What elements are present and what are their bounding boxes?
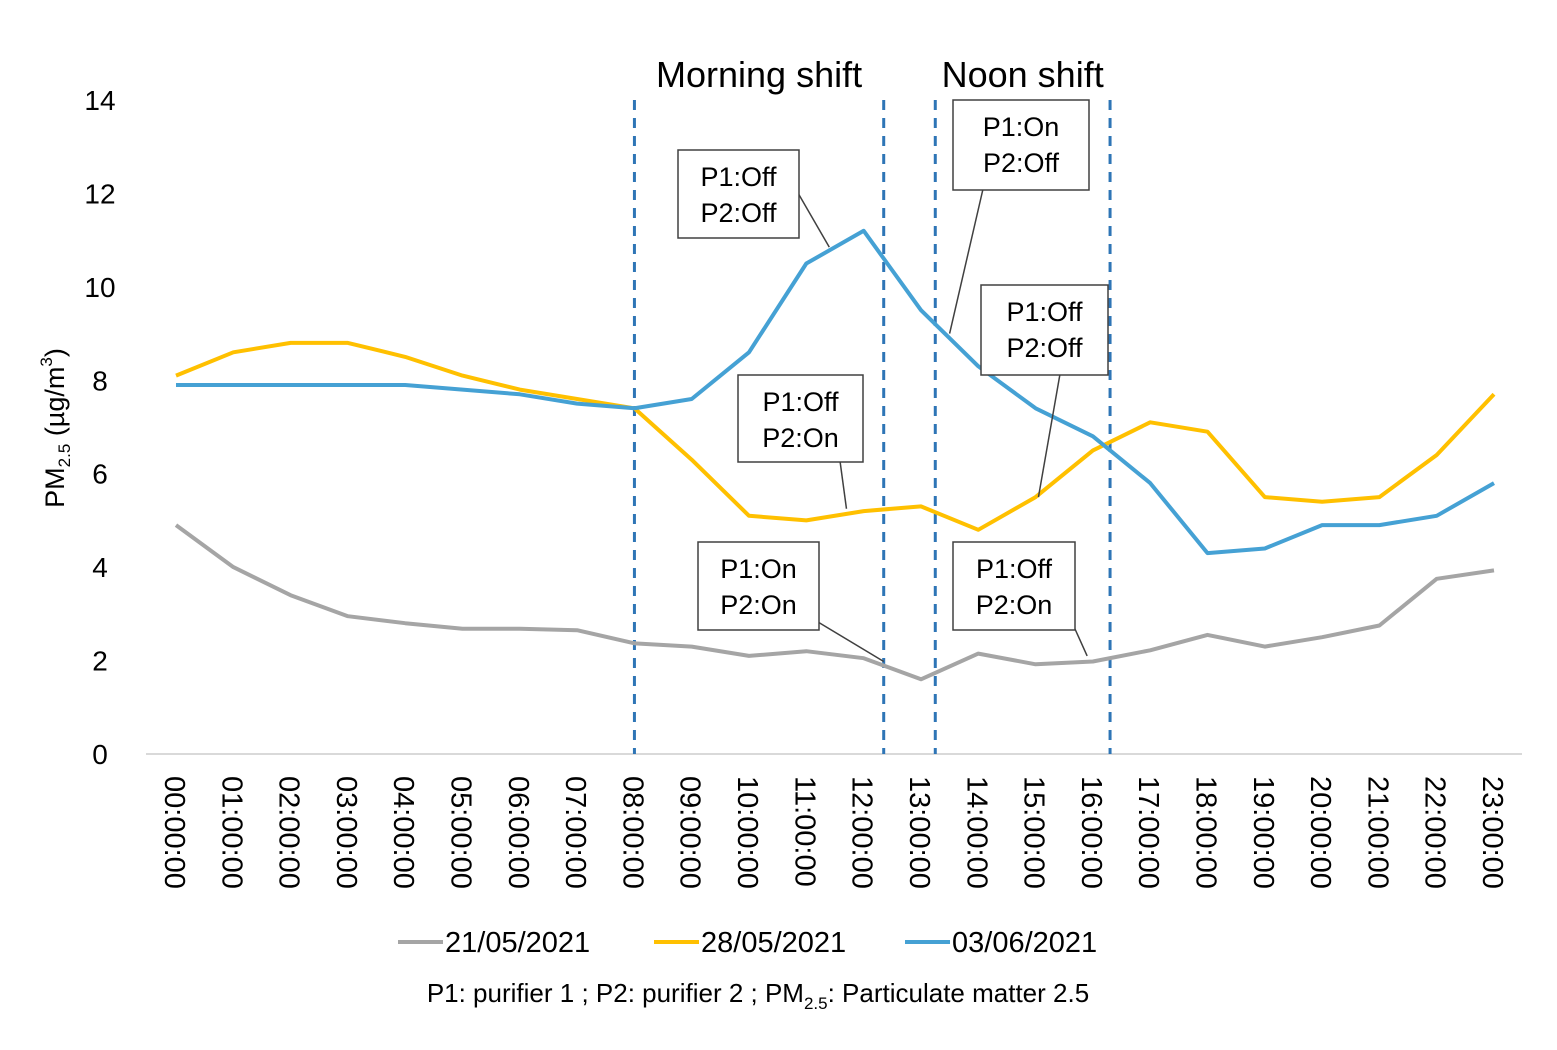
annotation-box [952,99,1090,191]
y-tick-label: 4 [92,552,108,583]
x-tick-label: 16:00:00 [1075,776,1107,889]
annotation-line1: P1:On [983,112,1060,142]
x-tick-label: 20:00:00 [1304,776,1336,889]
x-tick-label: 10:00:00 [731,776,763,889]
x-tick-label: 13:00:00 [903,776,935,889]
annotations: P1:Off P2:Off P1:On P2:Off P1:Off P2:Off P1:Of… [677,99,1109,663]
series-line [175,340,1496,532]
x-tick-label: 23:00:00 [1476,776,1508,889]
y-tick-labels: 0 2 4 6 8 10 12 14 [84,85,115,770]
series-line [174,523,1495,682]
x-tick-labels: 00:00:00 01:00:00 02:00:00 03:00:00 04:00:00… [158,776,1508,889]
footnote-part2: : Particulate matter 2.5 [828,978,1090,1008]
annotation-line1: P1:Off [700,162,777,192]
annotation-line2: P2:On [976,590,1053,620]
x-tick-label: 05:00:00 [445,776,477,889]
legend-label: 28/05/2021 [701,927,846,959]
y-axis-label-sup: 3 [37,357,56,366]
annotation-line1: P1:On [720,554,797,584]
x-tick-label: 19:00:00 [1247,776,1279,889]
y-axis-label-main: PM [40,467,70,508]
annotation-leader-line [797,192,830,248]
annotation-box [677,149,800,239]
legend-label: 03/06/2021 [952,927,1097,959]
x-tick-label: 21:00:00 [1361,776,1393,889]
legend: 21/05/2021 28/05/2021 03/06/2021 [398,927,1097,959]
annotation-leader-line [1037,373,1061,498]
annotation-line2: P2:On [720,590,797,620]
footnote: P1: purifier 1 ; P2: purifier 2 ; PM2.5:… [427,978,1089,1013]
x-tick-label: 01:00:00 [215,776,247,889]
annotation-leader-line [948,188,984,334]
x-tick-label: 12:00:00 [846,776,878,889]
series-line [176,228,1495,556]
y-tick-label: 14 [84,85,115,116]
footnote-part1: P1: purifier 1 ; P2: purifier 2 ; PM [427,978,804,1008]
shift-label: Noon shift [942,54,1104,95]
y-axis-label-close: ) [40,348,70,357]
annotation-line2: P2:Off [700,198,777,228]
footnote-sub: 2.5 [804,994,828,1013]
x-tick-label: 11:00:00 [788,776,820,887]
y-tick-label: 12 [84,178,115,209]
shift-markers: Morning shift Noon shift [632,54,1112,754]
annotation-box [952,541,1076,631]
y-tick-label: 10 [84,272,115,303]
y-axis-label-unit: (µg/m [40,367,70,444]
annotation-box [737,374,864,463]
x-tick-label: 22:00:00 [1419,776,1451,889]
annotation-leader-line [839,460,848,509]
annotation-line2: P2:Off [1006,333,1083,363]
x-tick-label: 02:00:00 [273,776,305,889]
shift-label: Morning shift [656,54,862,95]
x-tick-label: 08:00:00 [616,776,648,889]
x-tick-label: 17:00:00 [1132,776,1164,889]
annotation-line1: P1:Off [976,554,1053,584]
x-tick-label: 04:00:00 [387,776,419,889]
annotation-leader-line [817,621,885,663]
annotation-box [697,541,820,631]
annotation-line1: P1:Off [1006,297,1083,327]
x-tick-label: 00:00:00 [158,776,190,889]
annotation-line2: P2:Off [983,148,1060,178]
x-tick-label: 03:00:00 [330,776,362,889]
annotation-box [980,284,1109,376]
series-lines [174,228,1496,682]
annotation-line2: P2:On [762,423,839,453]
y-axis-label: PM2.5 (µg/m3) [37,348,74,508]
x-tick-label: 09:00:00 [674,776,706,889]
x-tick-label: 18:00:00 [1189,776,1221,889]
y-tick-label: 6 [92,459,108,490]
y-tick-label: 0 [92,739,108,770]
annotation-leader-line [1074,628,1088,657]
y-tick-label: 8 [92,365,108,396]
x-tick-label: 15:00:00 [1018,776,1050,889]
legend-label: 21/05/2021 [445,927,590,959]
x-tick-label: 06:00:00 [502,776,534,889]
x-tick-label: 07:00:00 [559,776,591,889]
y-tick-label: 2 [92,646,108,677]
annotation-line1: P1:Off [762,387,839,417]
y-axis-label-sub: 2.5 [55,444,74,468]
x-tick-label: 14:00:00 [960,776,992,889]
